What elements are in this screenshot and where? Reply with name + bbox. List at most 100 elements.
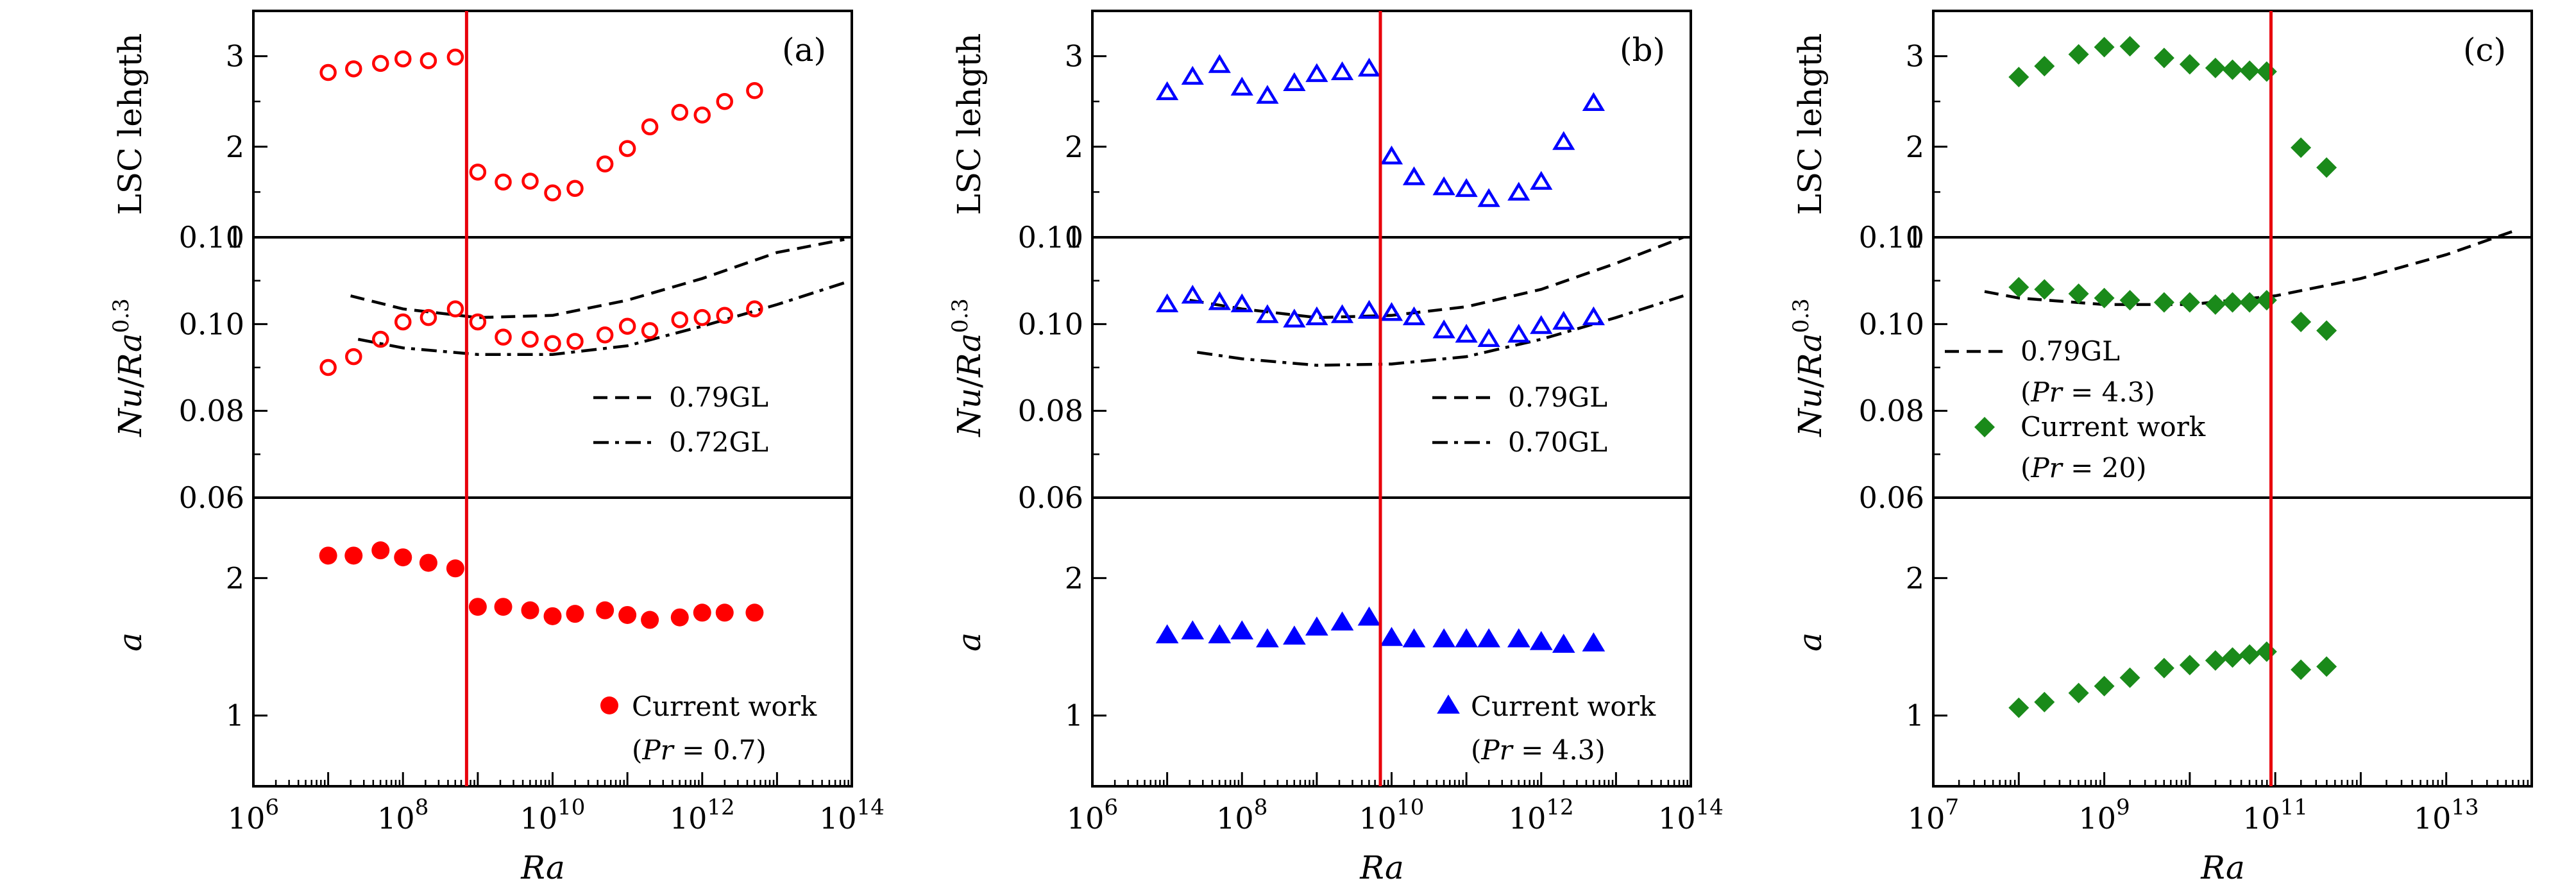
y-tick-label: 0.08 <box>179 394 244 428</box>
y-tick-label: 2 <box>1906 130 1924 164</box>
data-point <box>345 348 362 366</box>
subplot-top: 1 2 3 LSC lehgth <box>112 10 763 255</box>
legend-label: 0.72GL <box>669 426 768 458</box>
y-axis-title-nu-part: / <box>112 377 149 388</box>
y-axis-title-nu-part: / <box>951 377 988 388</box>
y-axis-title-nu-exp: 0.3 <box>947 298 973 333</box>
data-point <box>1283 625 1306 645</box>
data-point <box>1357 299 1381 319</box>
legend-combined: 0.79GL(Pr = 4.3)Current work(Pr = 20) <box>1945 335 2206 484</box>
y-axis-title-lsc: LSC lehgth <box>951 33 988 215</box>
data-point <box>468 598 487 616</box>
x-tick-exp: 12 <box>1546 795 1573 820</box>
y-axis-title-nu-part: Nu <box>112 388 149 437</box>
data-point <box>521 173 539 190</box>
data-point <box>1208 624 1232 644</box>
subplot-bottom: 1 2 a <box>951 561 1606 733</box>
x-tick-label: 108 <box>1216 795 1267 836</box>
data-point <box>641 322 659 339</box>
curve-0.79gl <box>1189 235 1684 319</box>
y-tick-label: 1 <box>1065 698 1083 733</box>
data-point <box>319 63 337 81</box>
subplot-bottom: 1 2 a <box>112 541 764 733</box>
data-point <box>2094 37 2115 58</box>
data-point <box>2034 56 2055 77</box>
x-tick-exp: 6 <box>1104 795 1118 820</box>
data-point <box>1230 620 1254 639</box>
x-tick-label: 107 <box>1908 795 1959 836</box>
data-point <box>2068 682 2089 704</box>
data-point <box>2316 157 2337 178</box>
y-tick-label: 1 <box>226 698 244 733</box>
x-axis-title: Ra <box>2200 849 2245 886</box>
legend-pr-part: ( <box>2021 376 2031 408</box>
x-tick-label: 1013 <box>2414 795 2479 836</box>
data-point <box>566 180 584 198</box>
y-tick-label: 3 <box>1906 39 1924 74</box>
y-tick-label: 0.08 <box>1859 394 1924 428</box>
legend-pr-part: Pr <box>1480 734 1514 766</box>
subplot-mid: 0.06 0.08 0.10 0.10 Nu/Ra0.3 <box>108 220 845 515</box>
x-tick-base: 10 <box>1067 801 1105 836</box>
legend-pr-part: Pr <box>2030 376 2063 408</box>
x-tick-base: 10 <box>819 801 857 836</box>
data-point <box>1256 85 1279 104</box>
curve-0.72gl <box>357 281 845 356</box>
y-tick-label: 0.06 <box>179 480 244 515</box>
data-point <box>1477 188 1500 207</box>
data-point <box>1256 628 1279 648</box>
legend-pr: (Pr = 4.3) <box>2021 376 2155 408</box>
y-tick-label: 2 <box>1065 130 1083 164</box>
y-axis-title-nu-part: / <box>1792 377 1829 388</box>
y-tick-label: 0.10 <box>1859 307 1924 341</box>
data-point <box>641 611 659 629</box>
y-tick-label: 0.10 <box>1018 307 1083 341</box>
data-point <box>345 60 362 78</box>
legend-pr-part: = 20) <box>2062 452 2147 484</box>
data-point <box>1357 57 1381 77</box>
x-tick-base: 10 <box>670 801 708 836</box>
legend-label: 0.79GL <box>669 382 768 413</box>
x-tick-base: 10 <box>2242 801 2280 836</box>
y-tick-label: 0.08 <box>1018 394 1083 428</box>
x-tick-base: 10 <box>1658 801 1696 836</box>
panel-tag: (c) <box>2463 31 2506 69</box>
data-point <box>1305 616 1328 636</box>
x-tick-exp: 9 <box>2116 795 2130 820</box>
y-tick-label: 2 <box>226 561 244 595</box>
data-point <box>618 140 636 157</box>
data-point <box>494 598 513 616</box>
data-point <box>1230 293 1253 312</box>
x-tick-exp: 10 <box>1396 795 1424 820</box>
data-point <box>1529 630 1553 650</box>
y-axis-title-nu: Nu/Ra0.3 <box>108 298 149 437</box>
data-point <box>394 50 412 68</box>
curve-0.79gl <box>350 238 845 319</box>
legend-label: 0.79GL <box>1508 382 1607 413</box>
y-tick-label: 0.10 <box>179 307 244 341</box>
legend-label: 0.79GL <box>2021 335 2120 367</box>
data-point <box>1181 65 1204 85</box>
data-point <box>671 103 689 121</box>
data-point <box>371 541 390 560</box>
data-point <box>2222 292 2243 313</box>
y-axis-title-nu: Nu/Ra0.3 <box>1788 298 1829 437</box>
subplot-top: 1 2 3 LSC lehgth <box>951 10 1606 255</box>
x-tick-label: 1012 <box>1509 795 1574 836</box>
data-point <box>2179 654 2200 675</box>
legend-curves: 0.79GL 0.70GL <box>1432 382 1607 458</box>
data-point <box>495 173 512 191</box>
legend-pr-part: ( <box>632 734 642 766</box>
data-point <box>1181 284 1204 304</box>
data-point <box>2316 320 2337 341</box>
x-tick-label: 106 <box>1067 795 1118 836</box>
y-tick-label: 1 <box>1065 220 1083 255</box>
legend-pr-part: ( <box>1471 734 1481 766</box>
data-point <box>344 546 363 565</box>
data-point <box>566 333 584 350</box>
y-axis-title-nu: Nu/Ra0.3 <box>947 298 988 437</box>
x-tick-exp: 14 <box>857 795 885 820</box>
data-point <box>1156 293 1179 312</box>
y-tick-label: 3 <box>226 39 244 74</box>
legend-curves: 0.79GL 0.72GL <box>593 382 768 458</box>
